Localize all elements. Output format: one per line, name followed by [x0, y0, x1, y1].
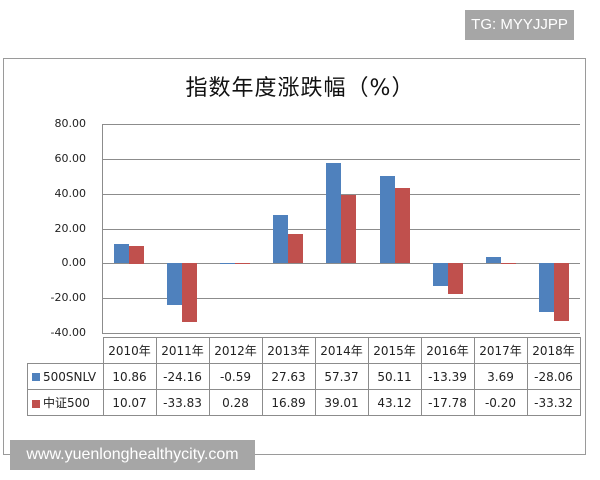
table-cell: 3.69 [473, 363, 528, 390]
table-cell: 57.37 [314, 363, 369, 390]
table-header-row: 2010年 2011年 2012年 2013年 2014年 2015年 2016… [28, 337, 581, 364]
bar-500snlv [273, 215, 288, 263]
table-cell: 43.12 [367, 389, 422, 416]
y-axis [102, 124, 103, 334]
table-cell: -0.59 [208, 363, 263, 390]
gridline [102, 298, 580, 299]
y-tick-label: -40.00 [50, 326, 86, 339]
bar-500snlv [539, 263, 554, 312]
legend-swatch-icon [32, 399, 40, 408]
table-cell: -33.83 [155, 389, 210, 416]
legend-label: 500SNLV [43, 369, 97, 384]
y-tick-label: 0.00 [61, 256, 87, 269]
column-header: 2013年 [261, 337, 316, 364]
column-header: 2017年 [473, 337, 528, 364]
gridline [102, 333, 580, 334]
table-cell: -13.39 [420, 363, 475, 390]
watermark-website: www.yuenlonghealthycity.com [10, 440, 255, 470]
table-cell: -17.78 [420, 389, 475, 416]
table-row-500snlv: 500SNLV 10.86 -24.16 -0.59 27.63 57.37 5… [27, 363, 581, 390]
table-cell: -28.06 [526, 363, 581, 390]
column-header: 2010年 [102, 337, 157, 364]
table-cell: -0.20 [473, 389, 528, 416]
legend-entry-500snlv: 500SNLV [27, 363, 104, 390]
table-cell: 10.07 [102, 389, 157, 416]
table-cell: 39.01 [314, 389, 369, 416]
bar-500snlv [326, 163, 341, 263]
table-corner [28, 338, 104, 364]
bar-csi500 [235, 263, 250, 264]
gridline [102, 194, 580, 195]
bar-500snlv [433, 263, 448, 286]
table-row-csi500: 中证500 10.07 -33.83 0.28 16.89 39.01 43.1… [27, 389, 581, 416]
column-header: 2011年 [155, 337, 210, 364]
bar-500snlv [114, 244, 129, 263]
legend-entry-csi500: 中证500 [27, 389, 104, 416]
chart-title: 指数年度涨跌幅（%） [185, 76, 415, 101]
table-cell: 0.28 [208, 389, 263, 416]
bar-csi500 [182, 263, 197, 322]
bar-csi500 [129, 246, 144, 264]
legend-label: 中证500 [43, 396, 90, 410]
column-header: 2012年 [208, 337, 263, 364]
bar-csi500 [395, 188, 410, 263]
y-tick-label: 40.00 [54, 187, 87, 200]
table-cell: 27.63 [261, 363, 316, 390]
y-tick-label: 80.00 [54, 117, 87, 130]
gridline [102, 124, 580, 125]
table-cell: 16.89 [261, 389, 316, 416]
y-tick-label: 20.00 [54, 222, 87, 235]
y-tick-label: -20.00 [50, 291, 86, 304]
column-header: 2016年 [420, 337, 475, 364]
bar-500snlv [220, 263, 235, 264]
table-cell: -24.16 [155, 363, 210, 390]
bar-csi500 [288, 234, 303, 263]
bar-500snlv [486, 257, 501, 263]
bar-csi500 [341, 195, 356, 263]
column-header: 2018年 [526, 337, 581, 364]
bar-csi500 [501, 263, 516, 264]
column-header: 2014年 [314, 337, 369, 364]
legend-swatch-icon [32, 373, 40, 381]
table-cell: 50.11 [367, 363, 422, 390]
bar-500snlv [380, 176, 395, 263]
gridline [102, 159, 580, 160]
table-cell: 10.86 [102, 363, 157, 390]
bar-csi500 [554, 263, 569, 321]
watermark-telegram: TG: MYYJJPP [465, 10, 574, 40]
gridline [102, 263, 580, 264]
bar-500snlv [167, 263, 182, 305]
y-tick-label: 60.00 [54, 152, 87, 165]
data-table: 2010年 2011年 2012年 2013年 2014年 2015年 2016… [27, 337, 581, 416]
column-header: 2015年 [367, 337, 422, 364]
bar-csi500 [448, 263, 463, 294]
table-cell: -33.32 [526, 389, 581, 416]
